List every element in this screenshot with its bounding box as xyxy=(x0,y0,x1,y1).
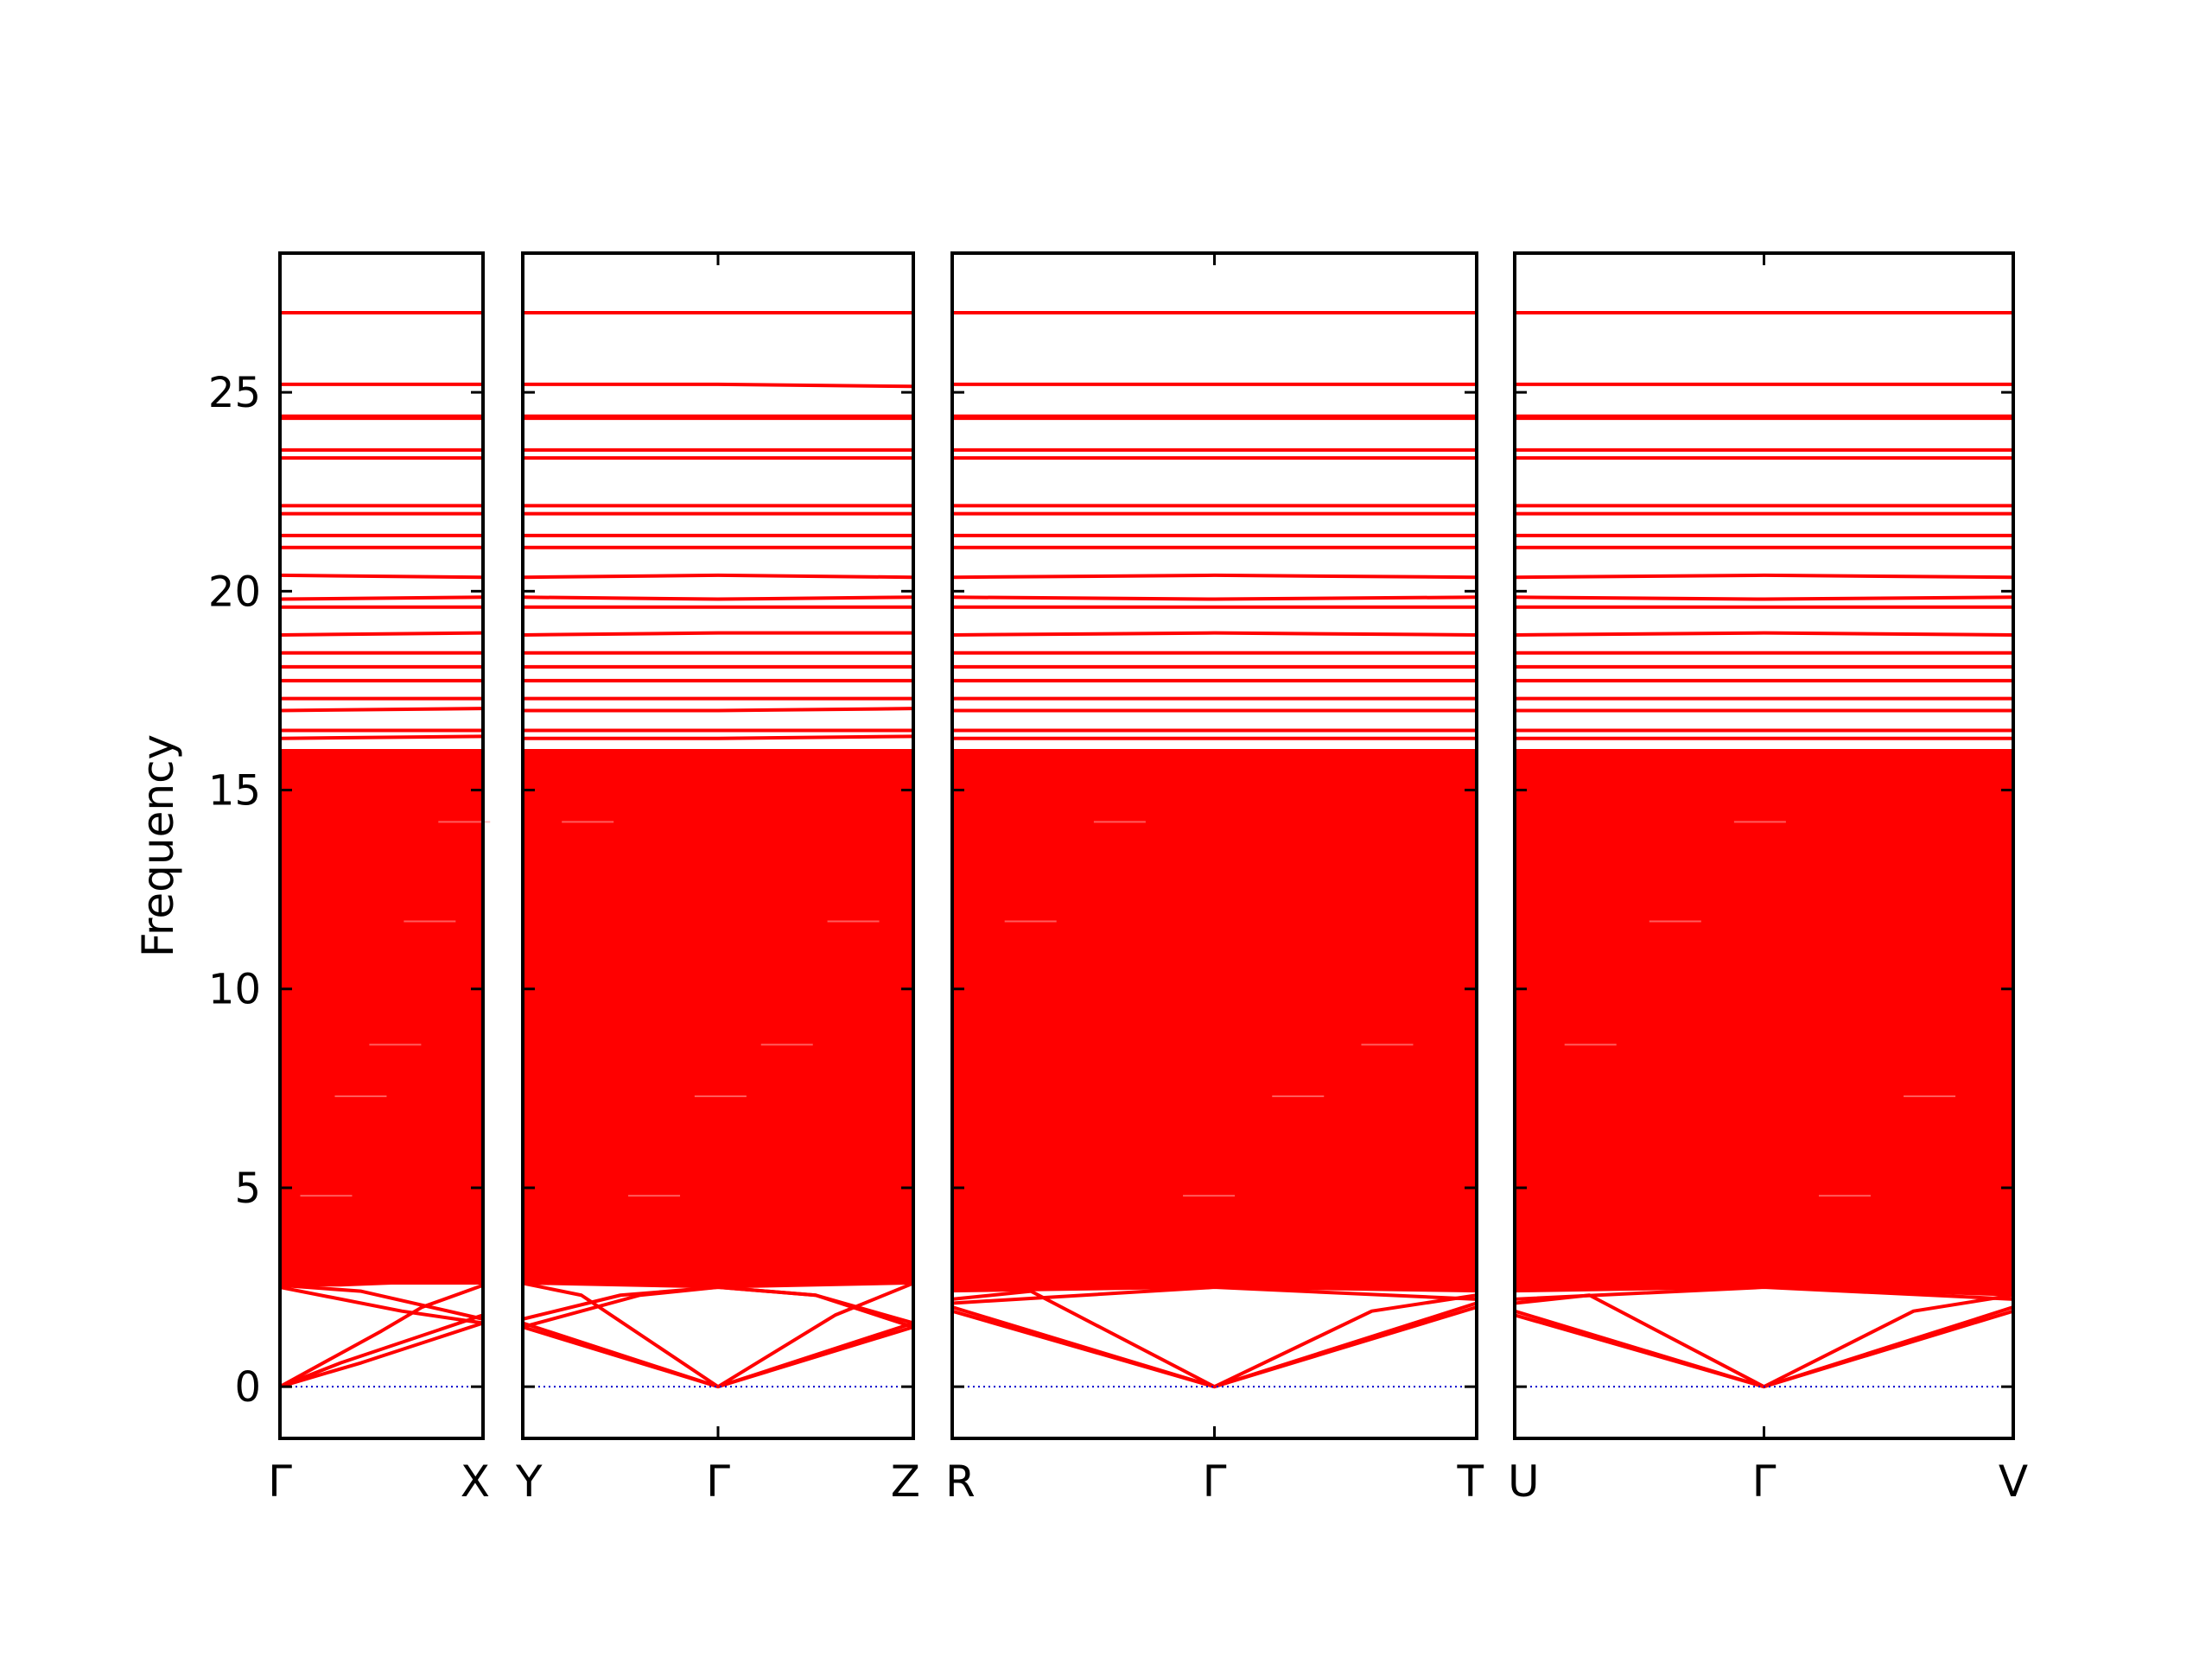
dense-band-region xyxy=(521,749,915,1289)
x-tick-label: V xyxy=(1999,1457,2028,1507)
acoustic-band-line xyxy=(522,1281,720,1388)
dense-band-region xyxy=(278,749,485,1287)
x-tick-label: Y xyxy=(515,1457,543,1507)
acoustic-band-line xyxy=(1514,1305,2014,1389)
y-tick-label: 20 xyxy=(208,568,261,616)
acoustic-band-line xyxy=(279,1313,484,1389)
y-tick-labels: 0 5 10 15 20 25 xyxy=(208,369,261,1412)
x-tick-label: T xyxy=(1456,1457,1484,1507)
x-tick-label: Γ xyxy=(706,1457,730,1507)
optical-band-line xyxy=(522,595,914,601)
acoustic-band-line xyxy=(522,1325,914,1389)
y-tick-label: 10 xyxy=(208,966,261,1014)
acoustic-band-line xyxy=(1514,1293,1765,1388)
acoustic-band-line xyxy=(951,1285,1478,1305)
x-tick-label: Γ xyxy=(1203,1457,1227,1507)
optical-band-line xyxy=(522,573,914,580)
x-tick-label: Z xyxy=(891,1457,920,1507)
acoustic-band-line xyxy=(522,1321,914,1389)
optical-band-line xyxy=(279,595,484,601)
optical-band-line xyxy=(951,595,1478,601)
acoustic-band-line xyxy=(951,1305,1478,1389)
y-tick-label: 15 xyxy=(208,767,261,816)
y-axis-label: Frequency xyxy=(133,734,183,957)
x-tick-label: R xyxy=(945,1457,976,1507)
optical-band-line xyxy=(951,631,1478,637)
acoustic-band-line xyxy=(951,1289,1216,1388)
optical-band-line xyxy=(1514,595,2014,601)
x-tick-label: Γ xyxy=(268,1457,292,1507)
acoustic-band-line xyxy=(279,1283,484,1321)
optical-band-line xyxy=(279,631,484,637)
acoustic-band-line xyxy=(279,1285,484,1325)
optical-band-line xyxy=(279,707,484,713)
acoustic-band-line xyxy=(522,1285,914,1325)
x-tick-label: U xyxy=(1508,1457,1540,1507)
acoustic-band-line xyxy=(1763,1293,2014,1388)
optical-band-line xyxy=(523,382,914,389)
acoustic-band-line xyxy=(279,1283,484,1388)
dense-band-region xyxy=(1513,749,2015,1297)
y-tick-label: 0 xyxy=(234,1363,261,1412)
optical-band-line xyxy=(522,631,913,637)
acoustic-band-line xyxy=(716,1281,914,1388)
optical-band-line xyxy=(951,573,1478,580)
acoustic-band-line xyxy=(1213,1293,1478,1388)
acoustic-band-line xyxy=(1514,1285,2014,1301)
y-tick-label: 25 xyxy=(208,369,261,417)
acoustic-band-line xyxy=(1514,1309,2014,1389)
optical-band-line xyxy=(523,734,914,740)
panel-frame xyxy=(278,251,485,1440)
optical-band-line xyxy=(1514,573,2014,580)
acoustic-band-line xyxy=(951,1301,1478,1389)
acoustic-band-line xyxy=(279,1321,484,1389)
optical-band-line xyxy=(279,573,484,580)
y-tick-label: 5 xyxy=(234,1165,261,1213)
x-tick-label: X xyxy=(461,1457,490,1507)
x-tick-label: Γ xyxy=(1752,1457,1777,1507)
acoustic-band-line xyxy=(522,1285,914,1330)
optical-band-line xyxy=(523,707,914,713)
dense-band-region xyxy=(950,749,1478,1293)
optical-band-line xyxy=(279,734,484,740)
optical-band-line xyxy=(1514,631,2014,637)
